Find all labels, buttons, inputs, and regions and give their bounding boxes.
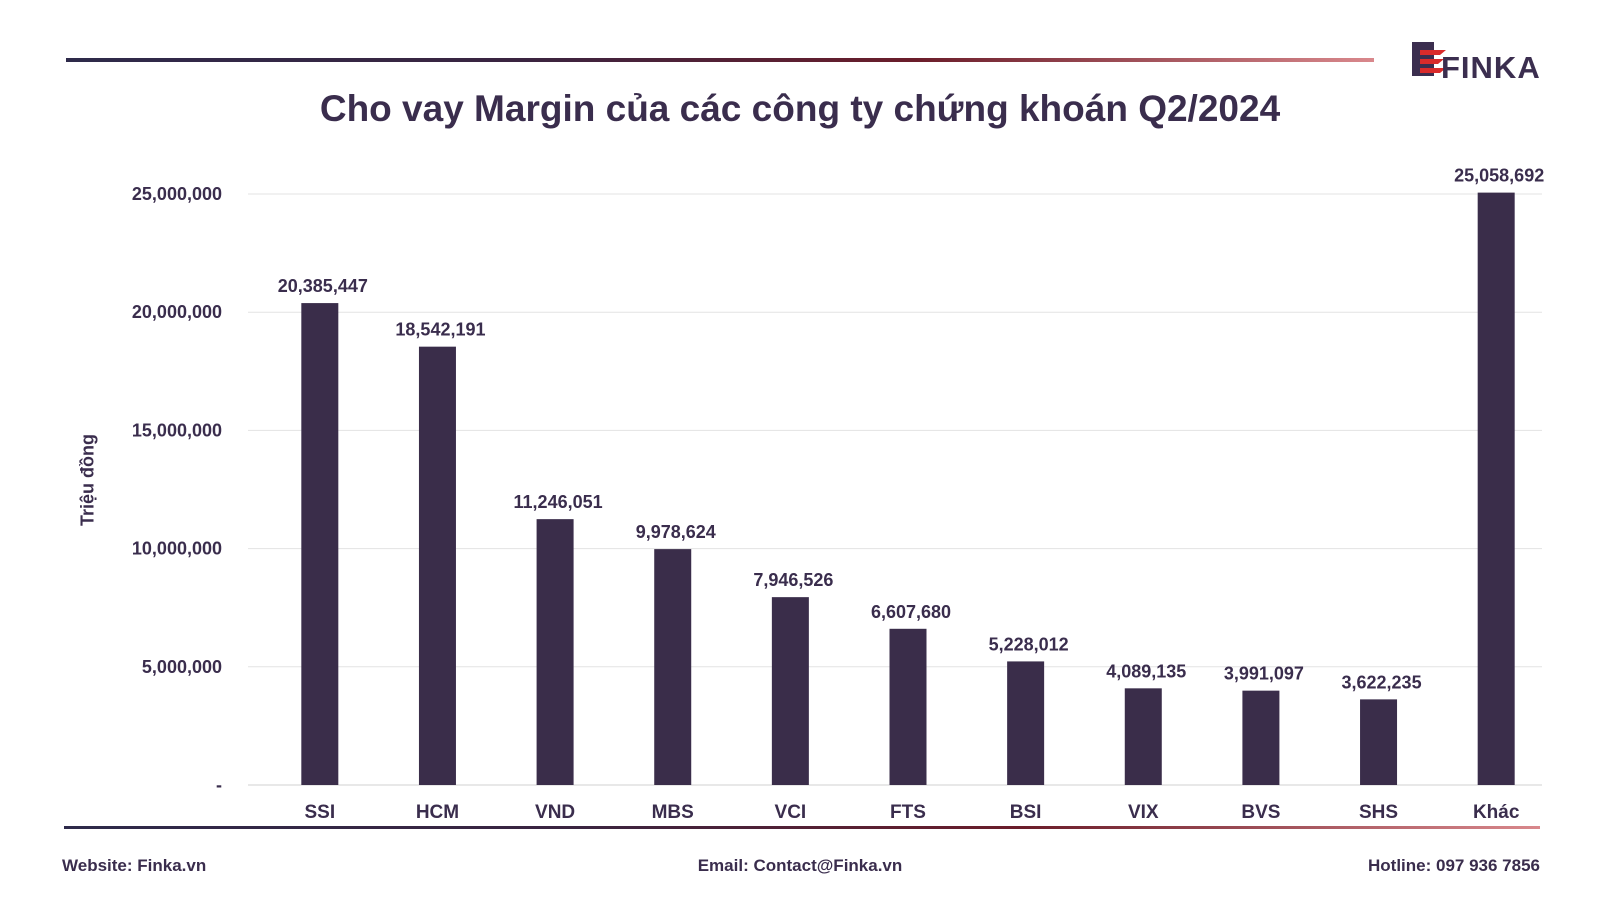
data-label: 18,542,191 [395,320,485,340]
bar [536,519,574,785]
x-tick-label: SSI [305,802,336,823]
data-label: 3,991,097 [1224,664,1304,684]
footer-website: Website: Finka.vn [62,856,207,875]
top-divider [66,58,1374,62]
finka-logo-icon [1412,42,1446,76]
x-tick-label: FTS [890,802,926,823]
x-tick-label: VND [535,802,575,823]
x-tick-label: BSI [1010,802,1042,823]
y-tick-label: 25,000,000 [132,184,222,204]
y-tick-label: 10,000,000 [132,539,222,559]
x-tick-label: MBS [652,802,694,823]
chart-title: Cho vay Margin của các công ty chứng kho… [319,88,1281,129]
footer-email: Email: Contact@Finka.vn [697,856,903,875]
x-tick-label: HCM [416,802,459,823]
x-tick-label: VCI [775,802,807,823]
data-label: 6,607,680 [871,602,951,622]
x-tick-label: Khác [1473,802,1520,823]
bar [301,303,339,785]
data-label: 7,946,526 [753,570,833,590]
y-tick-label: 20,000,000 [132,302,222,322]
brand-name: FINKA [1441,50,1541,85]
bar [1242,690,1280,785]
bottom-divider [64,826,1540,829]
y-tick-label: 5,000,000 [142,657,222,677]
data-label: 20,385,447 [278,276,368,296]
bar [889,628,927,785]
data-label: 25,058,692 [1454,166,1544,186]
data-label: 9,978,624 [636,522,716,542]
data-label: 5,228,012 [989,634,1069,654]
x-tick-label: BVS [1241,802,1280,823]
bar [1477,192,1515,785]
bar [1124,688,1162,785]
x-tick-label: SHS [1359,802,1398,823]
bar [1007,661,1045,785]
y-tick-label: 15,000,000 [132,420,222,440]
bar [1360,699,1398,785]
bar [418,346,456,785]
y-tick-label: - [216,775,222,795]
x-tick-label: VIX [1128,802,1159,823]
bar [654,549,692,785]
data-label: 11,246,051 [514,492,603,512]
bar [771,597,809,785]
data-label: 3,622,235 [1342,672,1422,692]
data-label: 4,089,135 [1106,661,1186,681]
footer-hotline: Hotline: 097 936 7856 [1368,856,1540,875]
